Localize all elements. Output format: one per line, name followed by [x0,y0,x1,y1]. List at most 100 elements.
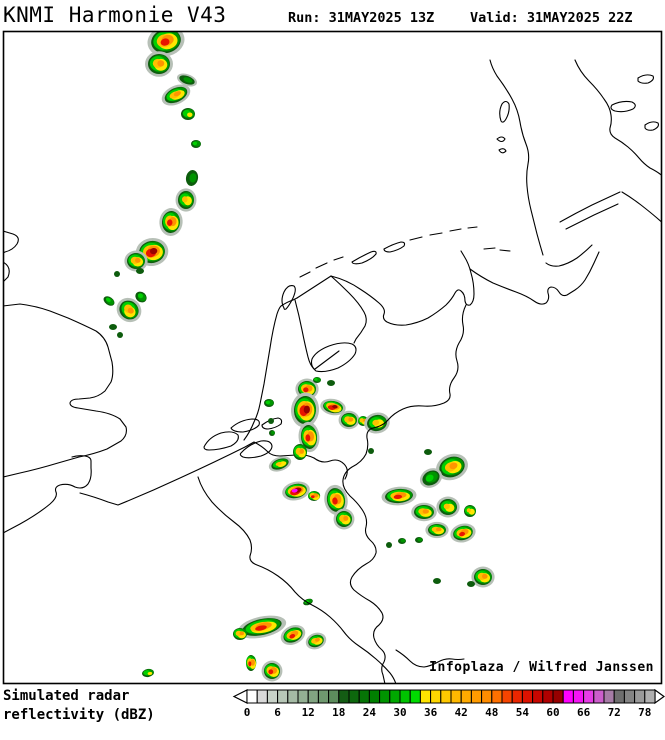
colorbar-tick-label: 0 [244,706,251,719]
radar-cell [364,412,390,434]
map-frame [2,30,663,685]
colorbar-cell [338,689,350,704]
radar-cell [425,521,449,539]
radar-cell [142,668,154,678]
afsluitdijk [296,275,332,299]
colorbar-cell [532,689,544,704]
radar-cell [264,399,274,407]
radar-cell [268,456,292,472]
radar-cell [368,448,374,454]
radar-cell [109,324,117,330]
radar-cell [103,296,115,306]
run-time: Run: 31MAY2025 13Z [288,10,434,26]
colorbar-cell [644,689,656,704]
legend-label-line2: reflectivity (dBZ) [3,707,155,723]
coastline-france [4,455,92,534]
radar-cell [175,188,197,212]
legend-label-line1: Simulated radar [3,688,129,704]
radar-cell [313,377,321,383]
radar-cell [293,444,307,460]
elbe-north-bank [545,244,593,267]
baltic-coast [621,191,661,223]
coastline-denmark-east [574,59,661,176]
coastline-schleswig-west [489,59,544,256]
radar-cell [450,523,476,543]
radar-cell [117,332,123,338]
colorbar-cell [348,689,360,704]
border-fr-be [197,476,397,683]
colorbar-tick-label: 6 [274,706,281,719]
colorbar-cell [623,689,636,704]
coastline-east-anglia [4,230,19,282]
colorbar-tick-label: 54 [516,706,530,719]
radar-cell [433,578,441,584]
radar-cell [411,502,437,522]
colorbar-cell [572,689,585,704]
radar-cell [261,660,283,682]
colorbar-cell [501,689,513,704]
meuse-river [395,649,465,668]
colorbar-cell [379,689,391,704]
colorbar-arrow-right [654,688,665,705]
coastlines [4,59,661,534]
colorbar-tick-label: 12 [302,706,315,719]
model-title: KNMI Harmonie V43 [3,3,226,27]
radar-cell [398,538,406,544]
colorbar-tick-label: 78 [638,706,651,719]
colorbar-tick-label: 72 [608,706,621,719]
colorbar-cell [613,689,625,704]
colorbar-cell [511,689,523,704]
colorbar-tick-label: 30 [393,706,406,719]
colorbar-cell [634,689,646,704]
colorbar-cell [328,689,340,704]
radar-cell [176,73,198,87]
radar-cell [324,484,348,516]
colorbar-arrow-left [232,689,248,704]
colorbar-cell [246,689,258,704]
radar-cell [147,32,185,57]
radar-cell [415,537,423,543]
colorbar-cell [460,689,472,704]
radar-cell [298,421,320,453]
colorbar-cell [470,689,483,704]
radar-cell [338,410,360,430]
colorbar-cell [307,689,319,704]
colorbar: 0 6 12 18 24 30 36 42 48 54 60 66 72 78 [232,688,665,719]
colorbar-cell [521,689,534,704]
radar-cell [269,430,275,436]
radar-cell [436,496,460,518]
colorbar-cell [450,689,462,704]
zeeland-islands [203,417,283,459]
valid-time: Valid: 31MAY2025 22Z [470,10,633,26]
radar-cell [246,655,257,671]
radar-cell [386,542,392,548]
colorbar-cell [266,689,279,704]
coastline-german-bight [469,251,600,305]
colorbar-cell [481,689,493,704]
colorbar-cell [491,689,503,704]
radar-cell [181,108,195,120]
radar-cell [424,449,432,455]
colorbar-tick-label: 24 [363,706,377,719]
radar-cell [436,453,468,481]
colorbar-cell [277,689,289,704]
inland-borders [197,304,467,683]
radar-cell [280,625,306,645]
colorbar-tick-label: 60 [546,706,559,719]
colorbar-cell [440,689,452,704]
radar-cell [381,486,417,506]
schlei-inlet [559,191,621,230]
colorbar-tick-label: 66 [577,706,591,719]
radar-cell [290,392,320,428]
radar-cell [268,418,274,424]
radar-cell [114,271,120,277]
radar-cell [308,491,321,501]
ijsselmeer-west-shore [294,299,315,370]
colorbar-cell [399,689,411,704]
radar-cell [464,505,476,517]
radar-cell [282,481,310,501]
radar-cell [159,208,183,236]
colorbar-cell [593,689,605,704]
coastline-holland [243,297,298,441]
